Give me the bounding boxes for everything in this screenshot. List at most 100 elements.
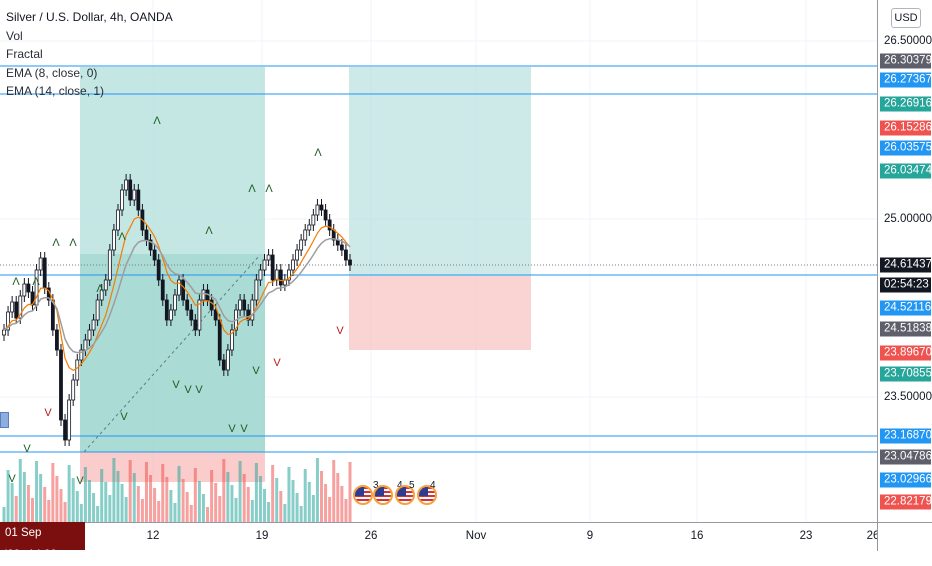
candle-body — [2, 329, 6, 336]
candle-body — [230, 329, 234, 351]
volume-bar — [108, 495, 112, 522]
volume-bar — [120, 484, 124, 522]
candle-body — [6, 311, 10, 331]
volume-bar — [132, 473, 136, 522]
volume-bar — [295, 493, 299, 522]
volume-bar — [136, 486, 140, 522]
volume-bar — [263, 489, 267, 522]
indicator-ema-14[interactable]: EMA (14, close, 1) — [6, 84, 105, 98]
us-flag-event-icon[interactable] — [353, 485, 373, 505]
volume-bar — [275, 478, 279, 522]
price-tick: 25.00000 — [884, 213, 932, 225]
candle-body — [124, 179, 129, 191]
volume-bar — [55, 476, 59, 522]
candle-body — [197, 299, 202, 331]
fractal-down-marker: V — [273, 357, 281, 369]
price-label: 26.15286 — [880, 120, 932, 136]
fractal-down-marker: V — [8, 473, 16, 485]
candle-body — [71, 379, 76, 401]
fractal-down-marker: V — [172, 379, 180, 391]
candle-body — [136, 189, 141, 211]
volume-bar — [230, 485, 234, 522]
fractal-down-marker: V — [336, 325, 344, 337]
candle-body — [22, 283, 27, 297]
price-label: 26.03575 — [880, 140, 932, 156]
chart-legend: Silver / U.S. Dollar, 4h, OANDA Vol Frac… — [6, 8, 173, 101]
long-position-target-zone — [80, 67, 265, 254]
volume-bar — [35, 461, 39, 522]
candle-body — [254, 279, 259, 301]
fractal-up-marker: Λ — [52, 237, 60, 249]
fractal-down-marker: V — [184, 384, 192, 396]
us-flag-event-icon[interactable] — [417, 485, 437, 505]
fractal-down-marker: V — [76, 475, 84, 487]
long-position-stop-zone — [80, 452, 265, 482]
volume-bar — [26, 485, 30, 522]
ema-14-line — [3, 237, 351, 354]
indicator-ema-8[interactable]: EMA (8, close, 0) — [6, 65, 98, 80]
volume-bar — [157, 501, 161, 522]
volume-bar — [267, 502, 271, 522]
candle-body — [168, 309, 173, 321]
volume-bar — [210, 470, 214, 522]
volume-bar — [201, 494, 205, 522]
volume-bar — [43, 487, 47, 522]
price-label: 23.16870 — [880, 428, 932, 444]
symbol-title[interactable]: Silver / U.S. Dollar, 4h, OANDA — [6, 10, 173, 24]
candle-body — [152, 249, 157, 261]
volume-bar — [283, 504, 287, 522]
volume-bar — [218, 496, 222, 522]
candle-body — [189, 309, 194, 321]
volume-bar — [18, 459, 22, 522]
volume-bar — [336, 473, 340, 522]
axis-corner — [877, 522, 932, 551]
candle-body — [99, 289, 104, 301]
volume-bar — [67, 465, 71, 522]
fractal-up-marker: Λ — [153, 115, 161, 127]
volume-bar — [165, 477, 169, 522]
volume-bar — [87, 480, 91, 522]
indicator-vol[interactable]: Vol — [6, 28, 23, 43]
indicator-fractal[interactable]: Fractal — [6, 47, 43, 61]
cursor-time: 14:00 — [28, 549, 57, 561]
price-label: 23.70855 — [880, 366, 932, 382]
us-flag-event-icon[interactable] — [395, 485, 415, 505]
volume-bar — [59, 489, 63, 522]
price-label: 24.61437 — [880, 257, 932, 273]
fractal-down-marker: V — [252, 365, 260, 377]
volume-bar — [311, 495, 315, 522]
fractal-up-marker: Λ — [118, 231, 126, 243]
candle-body — [348, 259, 352, 266]
volume-bar — [116, 471, 120, 522]
volume-bar — [332, 460, 336, 522]
candle-body — [274, 269, 279, 281]
candle-body — [213, 309, 218, 321]
fractal-down-marker: V — [120, 411, 128, 423]
volume-bar — [173, 503, 177, 522]
candle-body — [238, 299, 242, 311]
us-flag-event-icon[interactable] — [373, 485, 393, 505]
volume-bar — [328, 497, 332, 522]
drawing-marker[interactable] — [0, 412, 9, 428]
volume-bar — [258, 476, 262, 522]
volume-bar — [161, 464, 165, 522]
price-label: 02:54:23 — [880, 277, 931, 293]
volume-bar — [246, 487, 250, 522]
price-label: 23.89670 — [880, 345, 932, 361]
price-label: 24.51838 — [880, 321, 932, 337]
volume-bar — [340, 486, 344, 522]
candle-body — [307, 224, 312, 231]
price-tick: 26.50000 — [884, 35, 932, 47]
volume-bar — [140, 499, 144, 522]
volume-bar — [2, 507, 6, 522]
volume-bar — [307, 482, 311, 522]
time-tick: 26 — [364, 530, 378, 542]
volume-bar — [222, 459, 226, 522]
price-axis[interactable]: 26.50000 25.00000 23.50000 26.30379 26.27367… — [877, 0, 932, 522]
currency-button[interactable]: USD — [891, 8, 921, 28]
candle-body — [160, 279, 165, 301]
candle-body — [323, 209, 328, 221]
time-axis[interactable]: 12 19 26 Nov 9 16 23 26 — [0, 522, 879, 551]
